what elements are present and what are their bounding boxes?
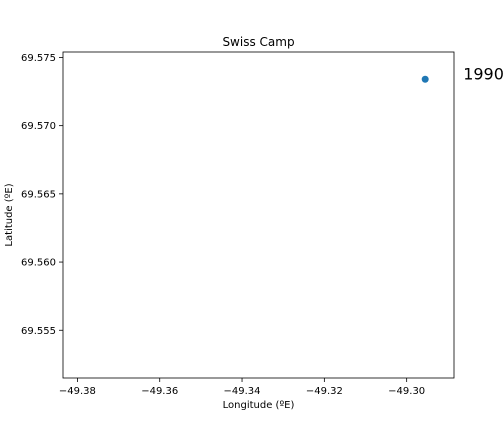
chart-title: Swiss Camp (222, 35, 294, 49)
x-tick-label: −49.36 (141, 386, 178, 397)
plot-area-frame (62, 51, 455, 379)
y-tick-label: 69.575 (21, 53, 56, 64)
y-tick-label: 69.565 (21, 189, 56, 200)
y-tick-label: 69.555 (21, 326, 56, 337)
x-tick-label: −49.30 (388, 386, 425, 397)
y-tick-label: 69.570 (21, 121, 56, 132)
data-point (421, 75, 429, 83)
y-tick-label: 69.560 (21, 258, 56, 269)
x-tick-label: −49.32 (306, 386, 343, 397)
point-annotation: 1990 (463, 64, 504, 83)
x-tick-label: −49.34 (224, 386, 261, 397)
y-axis-label: Latitude (ºE) (4, 183, 15, 246)
x-axis-label: Longitude (ºE) (223, 400, 295, 411)
x-tick-label: −49.38 (59, 386, 96, 397)
